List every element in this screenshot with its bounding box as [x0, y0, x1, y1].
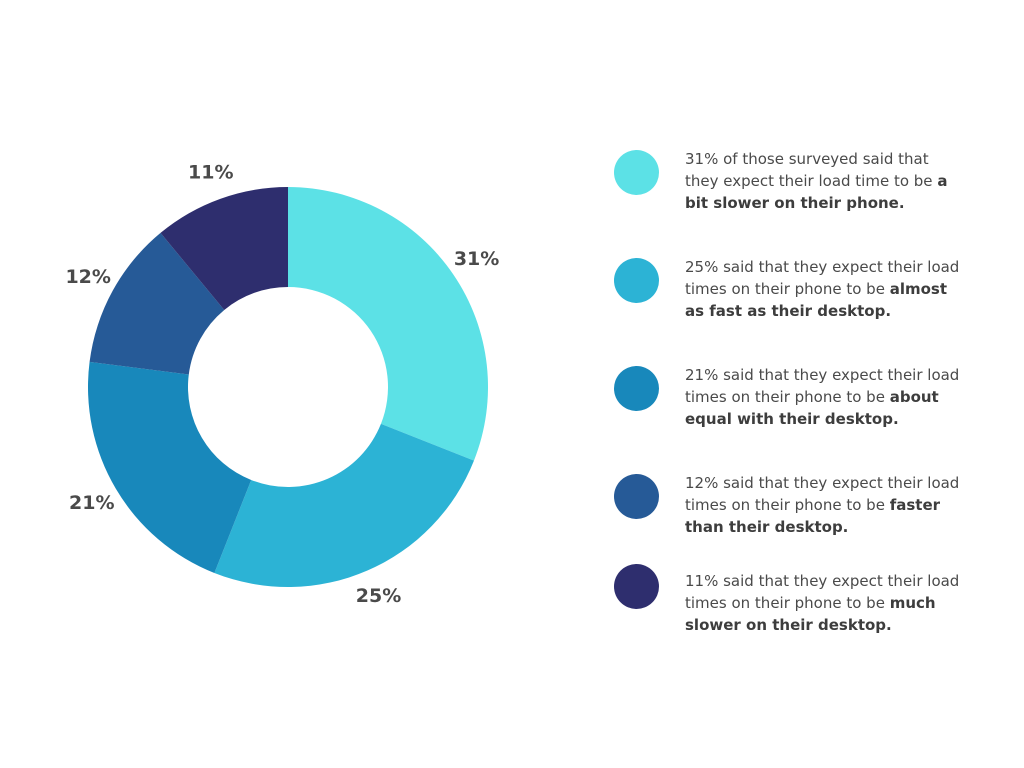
legend: 31% of those surveyed said that they exp… — [612, 0, 1012, 768]
slice-labels-group: 31% 25% 21% 12% 11% — [65, 161, 499, 607]
legend-text-bold: almost as fast as their desktop. — [685, 280, 948, 320]
donut-chart: 31% 25% 21% 12% 11% — [65, 161, 499, 607]
slices-group — [87, 187, 489, 588]
legend-text: 31% of those surveyed said that they exp… — [685, 148, 960, 214]
slice-label-2: 21% — [69, 492, 114, 514]
legend-item-1: 25% said that they expect their load tim… — [612, 258, 1012, 328]
donut-slice-0 — [288, 187, 489, 461]
donut-slice-2 — [87, 361, 252, 573]
legend-text: 12% said that they expect their load tim… — [685, 472, 960, 538]
legend-item-2: 21% said that they expect their load tim… — [612, 366, 1012, 436]
legend-text: 11% said that they expect their load tim… — [685, 570, 960, 636]
legend-swatch — [614, 258, 659, 303]
slice-label-1: 25% — [356, 585, 401, 607]
legend-text-regular: 21% said that they expect their load tim… — [685, 366, 960, 406]
legend-text-bold: much slower on their desktop. — [685, 594, 936, 634]
legend-text-regular: 12% said that they expect their load tim… — [685, 474, 960, 514]
legend-swatch — [614, 150, 659, 195]
legend-text: 25% said that they expect their load tim… — [685, 256, 960, 322]
slice-label-4: 11% — [188, 161, 233, 183]
legend-swatch — [614, 564, 659, 609]
slice-label-3: 12% — [65, 266, 110, 288]
legend-text-bold: a bit slower on their phone. — [685, 172, 948, 212]
legend-item-4: 11% said that they expect their load tim… — [612, 564, 1012, 634]
legend-text-regular: 25% said that they expect their load tim… — [685, 258, 960, 298]
legend-swatch — [614, 366, 659, 411]
donut-slice-3 — [89, 232, 225, 375]
legend-text-regular: 31% of those surveyed said that they exp… — [685, 150, 938, 190]
legend-text-regular: 11% said that they expect their load tim… — [685, 572, 960, 612]
legend-text-bold: about equal with their desktop. — [685, 388, 939, 428]
legend-text-bold: faster than their desktop. — [685, 496, 941, 536]
slice-label-0: 31% — [454, 248, 499, 270]
legend-item-0: 31% of those surveyed said that they exp… — [612, 150, 1012, 220]
legend-item-3: 12% said that they expect their load tim… — [612, 474, 1012, 544]
donut-slice-1 — [214, 423, 474, 588]
donut-slice-4 — [160, 187, 288, 310]
legend-swatch — [614, 474, 659, 519]
legend-text: 21% said that they expect their load tim… — [685, 364, 960, 430]
